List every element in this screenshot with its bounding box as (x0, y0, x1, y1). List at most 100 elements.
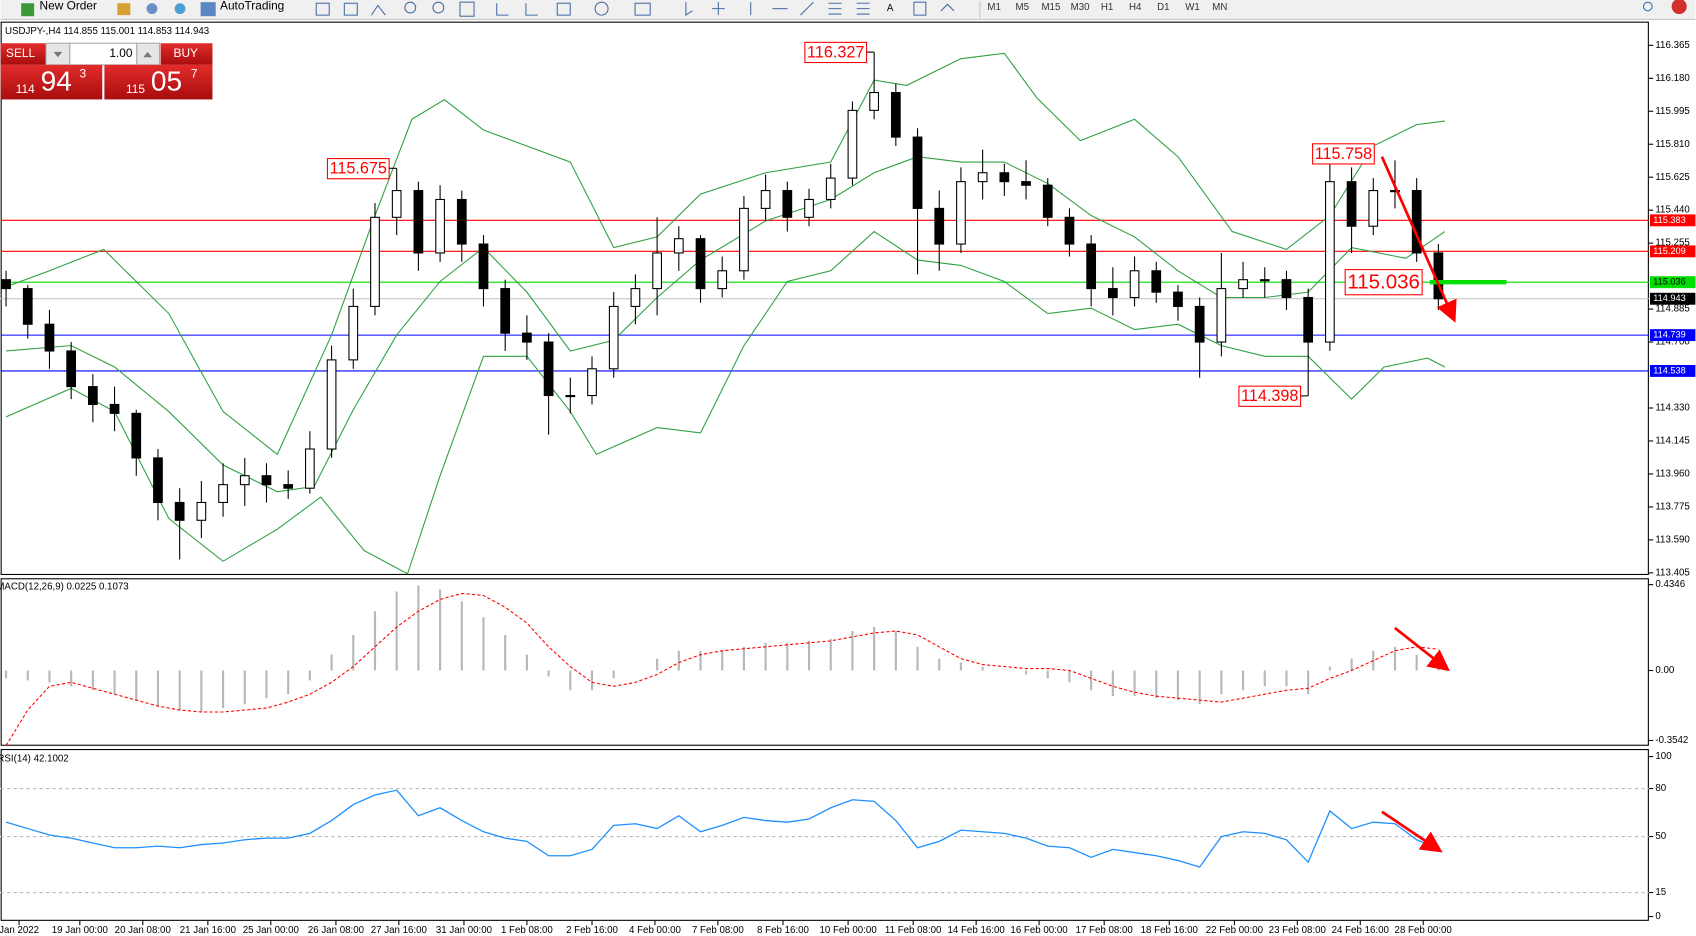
ask-frac[interactable]: 7 (191, 67, 198, 81)
ask-box[interactable] (104, 64, 213, 100)
candle-body (261, 475, 272, 486)
candle-body (739, 207, 749, 272)
toolbar-icon[interactable] (343, 2, 358, 16)
sell-label[interactable]: SELL (6, 46, 35, 60)
y-tick-label: 115.995 (1655, 106, 1689, 117)
toolbar-icon[interactable] (315, 2, 330, 16)
toolbar-icon[interactable] (525, 3, 538, 16)
candle-body (478, 243, 489, 290)
notification-icon[interactable] (1671, 0, 1687, 15)
level-label: 115.036 (1653, 277, 1685, 287)
candle-body (109, 403, 120, 414)
toolbar-icon[interactable] (117, 3, 131, 16)
x-tick-label: 17 Feb 08:00 (1076, 925, 1134, 936)
toolbar-icons (315, 1, 955, 17)
candle-body (934, 207, 945, 245)
x-tick-label: 22 Feb 00:00 (1206, 925, 1264, 936)
y-tick-label: 114.330 (1655, 403, 1690, 414)
buy-button[interactable] (160, 43, 213, 65)
toolbar-icon[interactable] (496, 3, 509, 16)
new-order-icon[interactable] (21, 3, 35, 17)
arrows-tool[interactable] (940, 3, 955, 12)
y-tick-label: 114.700 (1655, 337, 1690, 348)
lot-down-arrow (53, 51, 63, 58)
candle-body (1368, 190, 1379, 227)
autotrading-icon[interactable] (200, 2, 216, 17)
x-tick-label: 26 Jan 08:00 (308, 925, 365, 936)
autotrading-button[interactable]: AutoTrading (220, 0, 284, 13)
bid-big[interactable]: 114 (16, 82, 35, 96)
channel-tool[interactable] (828, 2, 842, 15)
zoom-in[interactable] (404, 1, 417, 14)
toolbar-icon[interactable] (174, 3, 186, 15)
trendline-tool[interactable] (800, 1, 814, 16)
toolbar-icon[interactable] (634, 2, 651, 16)
level-label-box (1649, 364, 1696, 377)
toolbar-icon[interactable] (459, 1, 475, 17)
candle-body (283, 484, 294, 489)
y-tick-label: 115.440 (1655, 205, 1690, 216)
y-tick-label: 0 (1655, 911, 1661, 922)
candle-body (153, 457, 163, 504)
bid-frac[interactable]: 3 (80, 67, 87, 81)
bid-pips[interactable]: 94 (41, 66, 72, 97)
timeframe-button[interactable]: M15 (1041, 2, 1060, 13)
fibo-tool[interactable] (856, 2, 870, 15)
x-tick-label: 4 Feb 00:00 (629, 925, 681, 936)
candle-body (1042, 184, 1053, 218)
search-icon[interactable] (1642, 1, 1653, 12)
timeframe-button[interactable]: M30 (1071, 2, 1091, 13)
zoom-out[interactable] (432, 1, 445, 14)
buy-label[interactable]: BUY (174, 46, 198, 60)
text-tool[interactable] (913, 1, 927, 16)
price-annotation: 114.398 (1241, 387, 1298, 405)
candle-body (1, 279, 11, 290)
ask-big[interactable]: 115 (126, 82, 145, 96)
candle-body (413, 190, 424, 254)
macd-title: MACD(12,26,9) 0.0225 0.1073 (0, 581, 129, 592)
x-tick-label: 28 Feb 00:00 (1395, 925, 1453, 936)
timeframe-button[interactable]: H4 (1129, 2, 1142, 13)
timeframe-button[interactable]: M5 (1016, 2, 1030, 13)
candle-body (1346, 181, 1357, 227)
timeframe-button[interactable]: H1 (1101, 2, 1113, 13)
candle-body (565, 394, 576, 398)
y-tick-label: 15 (1655, 887, 1666, 898)
candle-body (1411, 190, 1422, 254)
toolbar-icon[interactable] (594, 1, 609, 16)
timeframe-button[interactable]: MN (1212, 2, 1227, 13)
candle-body (1151, 270, 1162, 293)
lot-value[interactable]: 1.00 (109, 46, 133, 60)
new-order-button[interactable]: New Order (40, 0, 97, 13)
price-annotation: 116.327 (807, 43, 864, 61)
toolbar-icon[interactable] (556, 2, 571, 16)
ask-pips[interactable]: 05 (151, 66, 182, 97)
level-label: 115.383 (1653, 215, 1685, 225)
bid-box[interactable] (0, 64, 103, 100)
y-tick-label: 113.775 (1655, 501, 1689, 512)
timeframe-button[interactable]: M1 (987, 2, 1001, 13)
trend-arrow (1394, 626, 1450, 672)
candle-body (1259, 279, 1270, 282)
timeframe-button[interactable]: W1 (1185, 2, 1200, 13)
trend-arrow (1381, 810, 1443, 853)
candle-body (1021, 181, 1031, 186)
timeframe-button[interactable]: D1 (1157, 2, 1169, 13)
candle-body (1325, 181, 1335, 343)
toolbar-icon[interactable] (146, 3, 158, 15)
one-click-trading: SELL 1.00 BUY 114 94 3 115 05 7 (0, 42, 213, 100)
candle-body (956, 181, 966, 245)
text-label-tool[interactable]: A (887, 3, 894, 14)
sell-button[interactable] (0, 43, 47, 65)
cursor-tool[interactable] (685, 2, 693, 17)
annotation-box (1344, 269, 1423, 296)
crosshair-tool[interactable] (711, 2, 725, 16)
candle-body (608, 305, 619, 370)
toolbar (0, 0, 1696, 20)
level-label: 115.209 (1653, 246, 1685, 256)
candle-body (630, 288, 641, 307)
candle-body (652, 252, 662, 290)
toolbar-icon[interactable] (370, 4, 386, 16)
bollinger-lower (5, 230, 1446, 575)
